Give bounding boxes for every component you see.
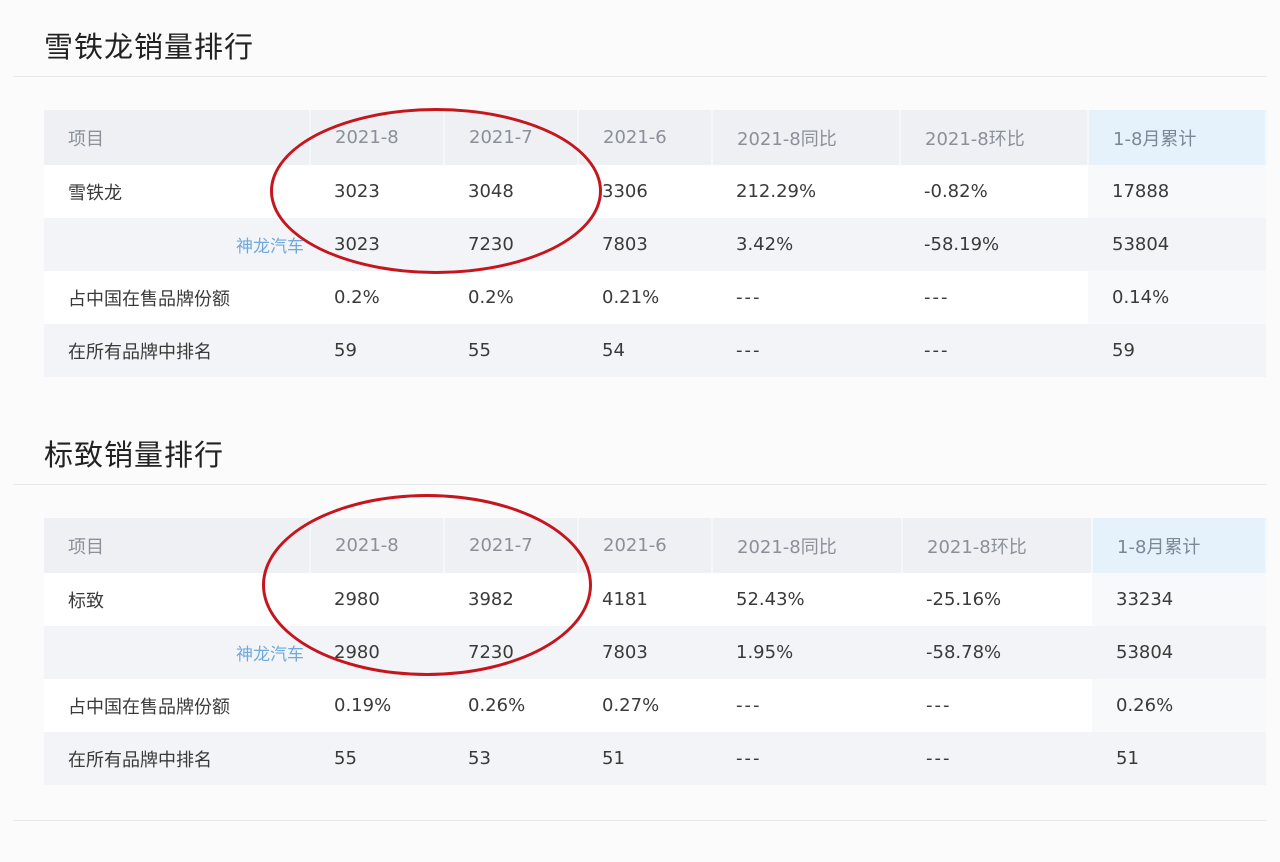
table-cell: 53804 — [1088, 218, 1266, 271]
table-cell: --- — [902, 732, 1092, 785]
table-cell: 53 — [444, 732, 578, 785]
table-cell: 0.19% — [310, 679, 444, 732]
table-cell: 0.2% — [310, 271, 444, 324]
table-cell: -25.16% — [902, 573, 1092, 626]
row-label: 占中国在售品牌份额 — [44, 271, 310, 324]
table-cell: --- — [712, 679, 902, 732]
table-cell: --- — [712, 324, 900, 377]
table-cell: 7230 — [444, 626, 578, 679]
table-row: 占中国在售品牌份额 0.19% 0.26% 0.27% --- --- 0.26… — [44, 679, 1266, 732]
table-cell: -58.78% — [902, 626, 1092, 679]
table-cell: 0.26% — [444, 679, 578, 732]
divider — [14, 820, 1266, 821]
table-row: 神龙汽车 3023 7230 7803 3.42% -58.19% 53804 — [44, 218, 1266, 271]
header-cell: 2021-8 — [310, 110, 445, 165]
table-cell: --- — [900, 324, 1088, 377]
header-cell: 2021-8 — [310, 518, 445, 573]
table-cell: 59 — [1088, 324, 1266, 377]
table-row: 雪铁龙 3023 3048 3306 212.29% -0.82% 17888 — [44, 165, 1266, 218]
table-row: 在所有品牌中排名 59 55 54 --- --- 59 — [44, 324, 1266, 377]
table-cell: 2980 — [310, 626, 444, 679]
table-cell: 3048 — [444, 165, 578, 218]
table-cell: 3982 — [444, 573, 578, 626]
table-cell: --- — [900, 271, 1088, 324]
table-cell: 54 — [578, 324, 712, 377]
table-cell: -0.82% — [900, 165, 1088, 218]
table-cell: 212.29% — [712, 165, 900, 218]
header-cell-cumulative: 1-8月累计 — [1088, 110, 1267, 165]
table-cell: -58.19% — [900, 218, 1088, 271]
brand-link[interactable]: 神龙汽车 — [236, 645, 304, 665]
header-cell: 2021-6 — [578, 518, 713, 573]
table-row: 神龙汽车 2980 7230 7803 1.95% -58.78% 53804 — [44, 626, 1266, 679]
table-cell: 7803 — [578, 626, 712, 679]
table-cell: 0.2% — [444, 271, 578, 324]
row-label: 在所有品牌中排名 — [44, 324, 310, 377]
table-cell: 52.43% — [712, 573, 902, 626]
table-cell: --- — [902, 679, 1092, 732]
row-label: 神龙汽车 — [44, 626, 310, 679]
table-cell: 51 — [578, 732, 712, 785]
table-cell: 3306 — [578, 165, 712, 218]
header-cell-cumulative: 1-8月累计 — [1092, 518, 1267, 573]
header-cell: 2021-7 — [444, 518, 579, 573]
table-cell: 0.14% — [1088, 271, 1266, 324]
row-label: 标致 — [44, 573, 310, 626]
header-cell: 2021-7 — [444, 110, 579, 165]
header-cell: 2021-6 — [578, 110, 713, 165]
table-cell: 51 — [1092, 732, 1266, 785]
table-header-row: 项目 2021-8 2021-7 2021-6 2021-8同比 2021-8环… — [44, 110, 1267, 165]
header-cell: 项目 — [44, 518, 311, 573]
table-row: 标致 2980 3982 4181 52.43% -25.16% 33234 — [44, 573, 1266, 626]
divider — [14, 484, 1266, 485]
header-cell: 项目 — [44, 110, 311, 165]
brand-link[interactable]: 神龙汽车 — [236, 237, 304, 257]
table-row: 在所有品牌中排名 55 53 51 --- --- 51 — [44, 732, 1266, 785]
table-cell: 7803 — [578, 218, 712, 271]
table-cell: 0.27% — [578, 679, 712, 732]
table-cell: 17888 — [1088, 165, 1266, 218]
table-header-row: 项目 2021-8 2021-7 2021-6 2021-8同比 2021-8环… — [44, 518, 1267, 573]
table-cell: 33234 — [1092, 573, 1266, 626]
table-cell: 4181 — [578, 573, 712, 626]
divider — [14, 76, 1266, 77]
row-label: 在所有品牌中排名 — [44, 732, 310, 785]
row-label: 占中国在售品牌份额 — [44, 679, 310, 732]
header-cell: 2021-8环比 — [902, 518, 1093, 573]
table-cell: 59 — [310, 324, 444, 377]
table-cell: 3.42% — [712, 218, 900, 271]
section-title: 雪铁龙销量排行 — [44, 30, 255, 64]
row-label: 雪铁龙 — [44, 165, 310, 218]
header-cell: 2021-8同比 — [712, 518, 903, 573]
table-cell: 2980 — [310, 573, 444, 626]
row-label: 神龙汽车 — [44, 218, 310, 271]
header-cell: 2021-8同比 — [712, 110, 901, 165]
table-cell: 3023 — [310, 165, 444, 218]
table-cell: 55 — [310, 732, 444, 785]
section-title: 标致销量排行 — [44, 438, 225, 472]
header-cell: 2021-8环比 — [900, 110, 1089, 165]
sales-table: 项目 2021-8 2021-7 2021-6 2021-8同比 2021-8环… — [44, 110, 1267, 377]
table-cell: 3023 — [310, 218, 444, 271]
table-cell: 1.95% — [712, 626, 902, 679]
table-row: 占中国在售品牌份额 0.2% 0.2% 0.21% --- --- 0.14% — [44, 271, 1266, 324]
table-cell: --- — [712, 732, 902, 785]
table-cell: 0.26% — [1092, 679, 1266, 732]
table-cell: 7230 — [444, 218, 578, 271]
sales-table: 项目 2021-8 2021-7 2021-6 2021-8同比 2021-8环… — [44, 518, 1267, 785]
table-cell: 53804 — [1092, 626, 1266, 679]
table-cell: --- — [712, 271, 900, 324]
table-cell: 55 — [444, 324, 578, 377]
table-cell: 0.21% — [578, 271, 712, 324]
